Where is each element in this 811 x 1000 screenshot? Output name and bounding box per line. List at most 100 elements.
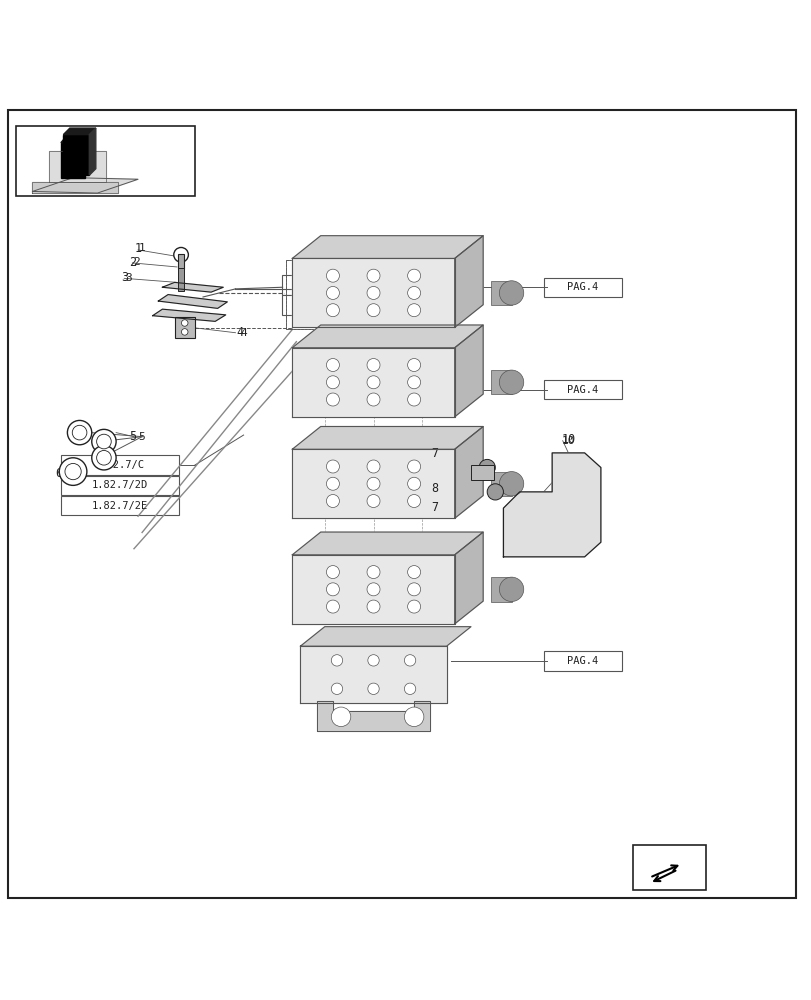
Polygon shape <box>63 128 96 135</box>
Circle shape <box>367 583 380 596</box>
Circle shape <box>97 434 111 449</box>
Circle shape <box>407 477 420 490</box>
Circle shape <box>404 683 415 694</box>
Circle shape <box>326 304 339 317</box>
Text: 3: 3 <box>125 273 131 283</box>
Circle shape <box>367 359 380 372</box>
Bar <box>543 651 620 671</box>
Polygon shape <box>61 143 85 178</box>
Circle shape <box>174 247 188 262</box>
Circle shape <box>326 600 339 613</box>
Bar <box>543 278 620 297</box>
Polygon shape <box>32 178 138 193</box>
Bar <box>178 254 184 269</box>
Circle shape <box>487 484 503 500</box>
Polygon shape <box>300 646 446 703</box>
Circle shape <box>367 460 380 473</box>
Circle shape <box>182 329 187 335</box>
Circle shape <box>326 269 339 282</box>
Circle shape <box>404 655 415 666</box>
Circle shape <box>367 655 379 666</box>
Circle shape <box>499 370 523 394</box>
Circle shape <box>326 477 339 490</box>
Text: 1.92.82/2: 1.92.82/2 <box>312 300 369 310</box>
Bar <box>62 476 178 495</box>
Circle shape <box>326 286 339 299</box>
Circle shape <box>326 376 339 389</box>
Polygon shape <box>49 151 105 182</box>
Bar <box>62 496 178 515</box>
Circle shape <box>407 393 420 406</box>
Polygon shape <box>292 532 483 555</box>
Text: 7: 7 <box>441 450 448 460</box>
Text: 4: 4 <box>240 328 247 338</box>
Text: 8: 8 <box>431 482 437 495</box>
Polygon shape <box>454 427 483 518</box>
Circle shape <box>367 566 380 579</box>
Text: 4: 4 <box>236 326 242 339</box>
Text: 1: 1 <box>135 242 141 255</box>
Polygon shape <box>152 309 225 321</box>
Bar <box>491 281 511 305</box>
Polygon shape <box>292 258 454 327</box>
Circle shape <box>67 420 92 445</box>
Polygon shape <box>292 449 454 518</box>
Bar <box>281 295 399 315</box>
Circle shape <box>331 655 342 666</box>
Polygon shape <box>162 282 223 292</box>
Text: 1.82.7/C: 1.82.7/C <box>95 460 145 470</box>
Text: 2: 2 <box>133 257 139 267</box>
Text: 1.82.7/2E: 1.82.7/2E <box>92 501 148 511</box>
Text: 9: 9 <box>559 463 565 476</box>
Text: 7: 7 <box>441 503 448 513</box>
Circle shape <box>59 458 87 485</box>
Circle shape <box>407 359 420 372</box>
Bar <box>491 472 511 496</box>
Polygon shape <box>292 555 454 624</box>
Bar <box>633 845 706 890</box>
Circle shape <box>407 583 420 596</box>
Circle shape <box>92 446 116 470</box>
Circle shape <box>367 477 380 490</box>
Polygon shape <box>89 128 96 175</box>
Circle shape <box>326 566 339 579</box>
Circle shape <box>499 281 523 305</box>
Circle shape <box>331 683 342 694</box>
Bar <box>285 260 436 329</box>
Circle shape <box>182 320 187 326</box>
Polygon shape <box>300 627 470 646</box>
Circle shape <box>407 376 420 389</box>
Circle shape <box>326 583 339 596</box>
Circle shape <box>367 286 380 299</box>
Text: 1.92.82: 1.92.82 <box>319 280 363 290</box>
Circle shape <box>367 600 380 613</box>
Polygon shape <box>32 182 118 193</box>
Circle shape <box>499 577 523 601</box>
Circle shape <box>407 304 420 317</box>
Text: PAG.4: PAG.4 <box>567 656 598 666</box>
Circle shape <box>367 269 380 282</box>
Polygon shape <box>292 236 483 258</box>
Bar <box>543 380 620 399</box>
Polygon shape <box>158 295 227 308</box>
Bar <box>470 465 493 480</box>
Bar <box>178 268 184 291</box>
Polygon shape <box>454 532 483 624</box>
Circle shape <box>72 425 87 440</box>
Circle shape <box>407 460 420 473</box>
Text: 10: 10 <box>561 436 574 446</box>
Text: 2: 2 <box>129 256 135 269</box>
Bar <box>281 275 399 295</box>
Circle shape <box>407 269 420 282</box>
Text: 3: 3 <box>121 271 127 284</box>
Bar <box>16 126 195 196</box>
Circle shape <box>65 463 81 480</box>
Text: 6: 6 <box>58 468 64 478</box>
Circle shape <box>92 429 116 454</box>
Circle shape <box>326 460 339 473</box>
Polygon shape <box>454 236 483 327</box>
Polygon shape <box>316 701 430 731</box>
Circle shape <box>331 707 350 727</box>
Circle shape <box>478 459 495 476</box>
Circle shape <box>407 495 420 508</box>
